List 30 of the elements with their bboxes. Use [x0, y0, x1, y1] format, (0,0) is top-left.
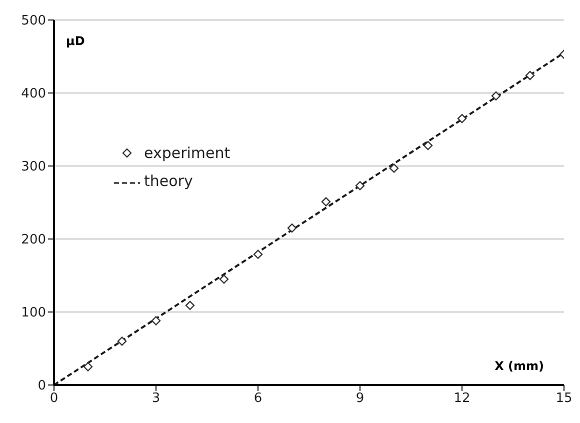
x-tick-label: 3: [152, 391, 160, 406]
point: [151, 316, 161, 326]
legend-label: experiment: [144, 144, 230, 162]
point: [457, 114, 467, 124]
point: [185, 300, 195, 310]
point: [117, 336, 127, 346]
x-tick-label: 15: [556, 391, 572, 406]
x-axis-title: X (mm): [494, 359, 544, 373]
point: [321, 197, 331, 206]
y-tick-label: 500: [21, 14, 46, 29]
x-tick-label: 0: [50, 391, 58, 406]
y-tick-label: 200: [21, 232, 46, 248]
legend-label: theory: [144, 172, 193, 190]
x-tick-label: 6: [254, 391, 262, 406]
point: [287, 223, 297, 233]
point: [253, 250, 263, 259]
y-tick-label: 300: [21, 160, 46, 175]
y-axis-title: μD: [66, 34, 85, 48]
y-tick-label: 0: [38, 378, 46, 394]
point: [525, 70, 535, 80]
y-tick-label: 400: [21, 86, 46, 102]
point: [219, 274, 229, 284]
y-tick-label: 100: [21, 306, 46, 321]
point: [355, 181, 365, 190]
point: [83, 362, 93, 372]
point: [389, 164, 399, 173]
point: [423, 140, 433, 150]
x-tick-label: 12: [454, 391, 470, 406]
point: [491, 91, 501, 101]
x-tick-label: 9: [356, 391, 364, 406]
